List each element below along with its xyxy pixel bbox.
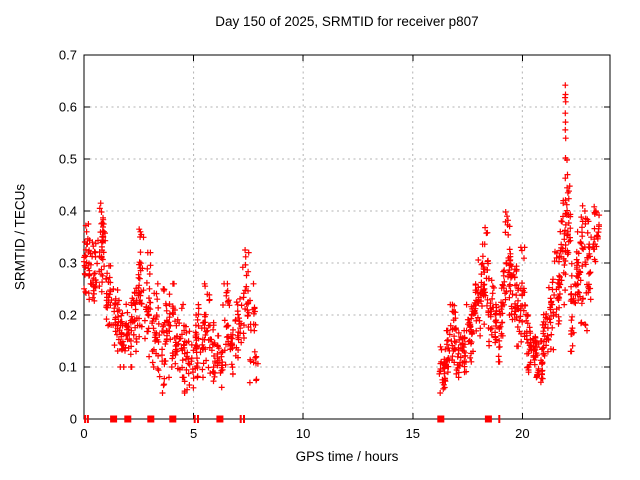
zero-mark bbox=[124, 415, 132, 423]
y-tick-label: 0.1 bbox=[58, 359, 77, 375]
plot-border bbox=[83, 54, 611, 420]
y-tick-label: 0.6 bbox=[58, 99, 77, 115]
zero-mark bbox=[147, 415, 155, 423]
zero-mark bbox=[498, 415, 501, 423]
zero-mark bbox=[86, 415, 89, 423]
x-tick-label: 15 bbox=[405, 426, 420, 441]
zero-mark bbox=[110, 415, 118, 423]
y-tick-label: 0.4 bbox=[58, 203, 77, 219]
x-tick-label: 20 bbox=[515, 426, 530, 441]
zero-mark bbox=[216, 415, 224, 423]
zero-mark bbox=[437, 415, 445, 423]
x-tick-label: 0 bbox=[80, 426, 88, 441]
y-tick-label: 0.5 bbox=[58, 151, 77, 167]
zero-mark bbox=[484, 415, 492, 423]
zero-mark bbox=[197, 415, 199, 423]
chart-title: Day 150 of 2025, SRMTID for receiver p80… bbox=[215, 14, 479, 29]
x-tick-label: 10 bbox=[295, 426, 311, 441]
grid-lines bbox=[84, 54, 610, 419]
zero-mark bbox=[243, 415, 245, 423]
zero-value-marks bbox=[84, 415, 501, 423]
scatter-points bbox=[81, 82, 603, 396]
x-tick-label: 5 bbox=[189, 426, 198, 441]
y-tick-label: 0.7 bbox=[58, 47, 77, 63]
zero-mark bbox=[193, 415, 196, 423]
zero-mark bbox=[239, 415, 242, 423]
x-axis-label: GPS time / hours bbox=[295, 449, 399, 464]
zero-mark bbox=[169, 415, 177, 423]
y-axis-label: SRMTID / TECUs bbox=[12, 183, 28, 291]
y-tick-label: 0.3 bbox=[58, 255, 77, 271]
zero-mark bbox=[84, 415, 87, 423]
y-tick-label: 0.2 bbox=[58, 307, 77, 323]
y-tick-label: 0 bbox=[69, 411, 77, 427]
